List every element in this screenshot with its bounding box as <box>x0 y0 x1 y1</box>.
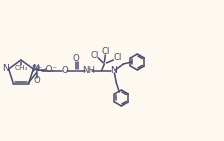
Text: Cl: Cl <box>101 48 110 57</box>
Text: Cl: Cl <box>90 51 99 60</box>
Text: NH: NH <box>82 67 95 75</box>
Text: O: O <box>73 54 80 63</box>
Text: CH₃: CH₃ <box>14 65 28 71</box>
Text: N: N <box>2 64 9 73</box>
Text: N: N <box>110 67 117 75</box>
Text: ·O⁻: ·O⁻ <box>43 65 57 74</box>
Text: N⁺: N⁺ <box>31 65 42 74</box>
Text: Cl: Cl <box>113 53 122 62</box>
Text: O: O <box>33 76 40 85</box>
Text: O: O <box>62 67 69 75</box>
Text: N: N <box>32 64 39 73</box>
